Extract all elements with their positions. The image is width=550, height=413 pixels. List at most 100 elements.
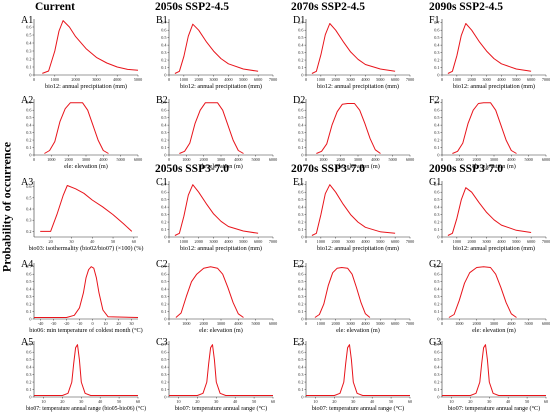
x-tick-label: 50 — [389, 399, 393, 404]
x-tick-label: 2000 — [64, 157, 72, 162]
panel-label: G1 — [429, 177, 441, 188]
x-tick-label: 2000 — [199, 321, 207, 326]
y-tick-label: 0.2 — [298, 380, 303, 385]
x-axis-label: ele: elevation (m) — [472, 327, 516, 334]
y-tick-label: 0.2 — [26, 229, 31, 234]
x-tick-label: 6000 — [269, 157, 277, 162]
y-tick-label: 0.7 — [298, 264, 303, 269]
y-tick-label: 0.3 — [434, 50, 439, 55]
x-tick-label: 0 — [305, 157, 307, 162]
header-2070s-ssp3-70: 2070s SSP3-7.0 — [290, 163, 366, 175]
response-curve — [174, 23, 259, 74]
y-tick-label: 0 — [437, 235, 439, 240]
y-tick-label: 0.1 — [298, 227, 303, 232]
x-tick-label: -40 — [38, 321, 44, 326]
y-tick-label: 0.6 — [161, 350, 166, 355]
y-tick-label: 0.6 — [26, 108, 31, 113]
y-tick-label: 0.7 — [161, 100, 166, 105]
x-tick-label: 3000 — [217, 157, 225, 162]
x-tick-label: 5000 — [388, 157, 396, 162]
y-tick-label: 0.1 — [161, 227, 166, 232]
panel-a5: 0 0.1 0.2 0.3 0.4 0.5 0.6 0.7 10 20 30 40 50 60 A5 bio0… — [21, 337, 146, 412]
y-tick-label: 0.5 — [26, 279, 31, 284]
x-tick-label: 40 — [90, 239, 94, 244]
x-axis-label: bio12: annual precipitation (mm) — [453, 83, 535, 90]
x-tick-label: 6000 — [391, 321, 399, 326]
x-tick-label: 4000 — [361, 77, 369, 82]
x-tick-label: 20 — [468, 399, 472, 404]
x-tick-label: 10 — [176, 399, 180, 404]
x-axis-label: ele: elevation (m) — [336, 327, 380, 334]
x-axis-label: bio06: min temperature of coldest month … — [29, 327, 142, 334]
y-tick-label: 0.5 — [434, 197, 439, 202]
y-tick-label: 0.4 — [298, 43, 304, 48]
y-tick-label: 0.3 — [26, 218, 31, 223]
y-tick-label: 0.7 — [298, 182, 303, 187]
panel-label: A2 — [21, 95, 33, 106]
x-tick-label: 1000 — [317, 77, 325, 82]
x-tick-label: 20 — [60, 399, 64, 404]
y-tick-label: 0.3 — [26, 372, 31, 377]
y-tick-label: 0.2 — [434, 380, 439, 385]
y-tick-label: 0.4 — [161, 205, 167, 210]
y-tick-label: 0.6 — [298, 28, 303, 33]
response-curve — [42, 20, 139, 74]
response-curve — [34, 344, 138, 396]
x-tick-label: 0 — [305, 239, 307, 244]
response-curve — [175, 266, 244, 318]
response-curve — [311, 184, 396, 236]
x-tick-label: 1000 — [180, 77, 188, 82]
x-axis-label: bio07: temperature annual range (°C) — [175, 405, 268, 412]
y-tick-label: 0 — [164, 73, 166, 78]
y-tick-label: 0.7 — [26, 264, 31, 269]
y-tick-label: 0.2 — [298, 138, 303, 143]
x-tick-label: 7000 — [542, 239, 550, 244]
x-tick-label: 5000 — [239, 239, 247, 244]
y-tick-label: 0 — [301, 395, 303, 400]
y-tick-label: 0.4 — [298, 287, 304, 292]
x-tick-label: 4000 — [361, 321, 369, 326]
x-tick-label: 0 — [441, 321, 443, 326]
y-tick-label: 0.3 — [161, 372, 166, 377]
x-tick-label: 1000 — [455, 157, 463, 162]
x-tick-label: 4000 — [224, 239, 232, 244]
y-tick-label: 0.2 — [298, 220, 303, 225]
x-tick-label: 20 — [195, 399, 199, 404]
y-tick-label: 0.6 — [26, 184, 31, 189]
panel-f2: 0 0.1 0.2 0.3 0.4 0.5 0.6 0.7 0 1000 2000 3000 4000 5… — [429, 95, 550, 170]
y-tick-label: 0.4 — [161, 365, 167, 370]
y-tick-label: 0.4 — [26, 207, 32, 212]
panel-label: C1 — [156, 177, 168, 188]
panel-label: E2 — [293, 259, 304, 270]
y-tick-label: 0.2 — [161, 220, 166, 225]
y-tick-label: 0.3 — [26, 130, 31, 135]
x-tick-label: 3000 — [209, 239, 217, 244]
x-tick-label: 40 — [233, 399, 237, 404]
x-tick-label: 5000 — [116, 157, 124, 162]
y-tick-label: 0 — [164, 235, 166, 240]
y-tick-label: 0.5 — [298, 279, 303, 284]
x-tick-label: 0 — [168, 239, 170, 244]
y-tick-label: 0.2 — [434, 138, 439, 143]
panel-e2: 0 0.1 0.2 0.3 0.4 0.5 0.6 0.7 0 1000 2000 3000 4000 5… — [293, 259, 414, 334]
response-curve — [311, 23, 396, 74]
x-tick-label: 1000 — [182, 157, 190, 162]
response-curve — [179, 102, 244, 154]
x-tick-label: 5000 — [134, 77, 142, 82]
y-tick-label: 0.6 — [161, 190, 166, 195]
y-axis-title: Probability of occurrence — [0, 0, 14, 413]
y-tick-label: 0.7 — [434, 20, 439, 25]
y-tick-label: 0.2 — [161, 58, 166, 63]
y-tick-label: 0.6 — [298, 190, 303, 195]
y-tick-label: 0.6 — [298, 272, 303, 277]
header-current: Current — [34, 1, 76, 13]
y-tick-label: 0.5 — [161, 115, 166, 120]
x-tick-label: 2000 — [199, 157, 207, 162]
x-axis-label: ele: elevation (m) — [472, 163, 516, 170]
y-tick-label: 0.3 — [298, 50, 303, 55]
y-tick-label: 0.4 — [26, 365, 32, 370]
x-tick-label: 60 — [271, 399, 275, 404]
panel-a2: 0 0.1 0.2 0.3 0.4 0.5 0.6 0.7 0 1000 2000 3000 4000 5… — [21, 95, 142, 170]
y-tick-label: 0.5 — [26, 357, 31, 362]
x-tick-label: 0 — [305, 321, 307, 326]
